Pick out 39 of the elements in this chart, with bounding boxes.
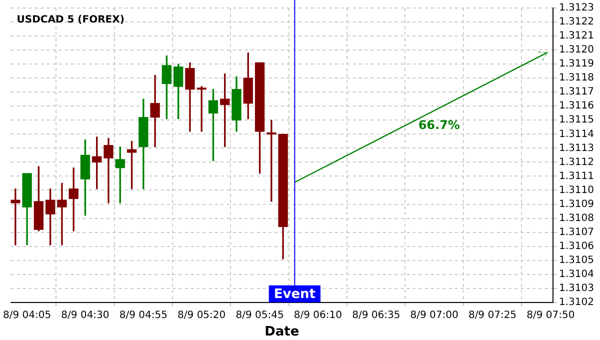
y-tick-label: 1.3120 [559,44,594,56]
x-tick-label: 8/9 04:05 [3,310,52,321]
y-tick-label: 1.3110 [559,184,594,196]
x-axis-title: Date [264,324,300,340]
y-tick-label: 1.3115 [559,114,594,126]
x-tick-label: 8/9 07:00 [410,310,458,321]
candlestick [104,138,114,204]
x-tick-label: 8/9 05:20 [178,310,226,321]
candlestick [150,74,160,148]
x-tick-label: 8/9 06:35 [352,310,400,321]
y-tick-label: 1.3122 [559,16,594,28]
y-tick-label: 1.3113 [559,142,594,154]
y-tick-label: 1.3108 [559,212,594,224]
y-tick-label: 1.3109 [559,198,594,210]
y-tick-label: 1.3102 [559,296,594,308]
x-tick-label: 8/9 07:25 [468,310,517,321]
y-tick-label: 1.3112 [559,156,594,168]
y-tick-label: 1.3111 [559,170,594,182]
y-tick-label: 1.3121 [559,30,594,42]
y-tick-label: 1.3103 [559,282,594,294]
y-tick-label: 1.3118 [559,72,594,84]
y-tick-label: 1.3114 [559,128,594,140]
y-tick-label: 1.3117 [559,86,594,98]
y-tick-label: 1.3106 [559,240,594,252]
x-tick-label: 8/9 06:10 [294,310,342,321]
y-tick-label: 1.3123 [559,2,594,14]
x-tick-label: 8/9 04:30 [61,310,110,321]
annotation: 66.7% [418,118,460,132]
x-tick-label: 8/9 04:55 [119,310,168,321]
candlestick [57,182,67,246]
y-tick-label: 1.3105 [559,254,594,266]
y-tick-label: 1.3119 [559,58,594,70]
x-tick-label: 8/9 07:50 [526,310,575,321]
ref-line-label: Event [274,286,316,302]
x-tick-label: 8/9 05:45 [236,310,284,321]
y-tick-label: 1.3116 [559,100,594,112]
y-tick-label: 1.3107 [559,226,594,238]
y-tick-label: 1.3104 [559,268,594,280]
text: USDCAD 5 (FOREX) [16,14,124,26]
